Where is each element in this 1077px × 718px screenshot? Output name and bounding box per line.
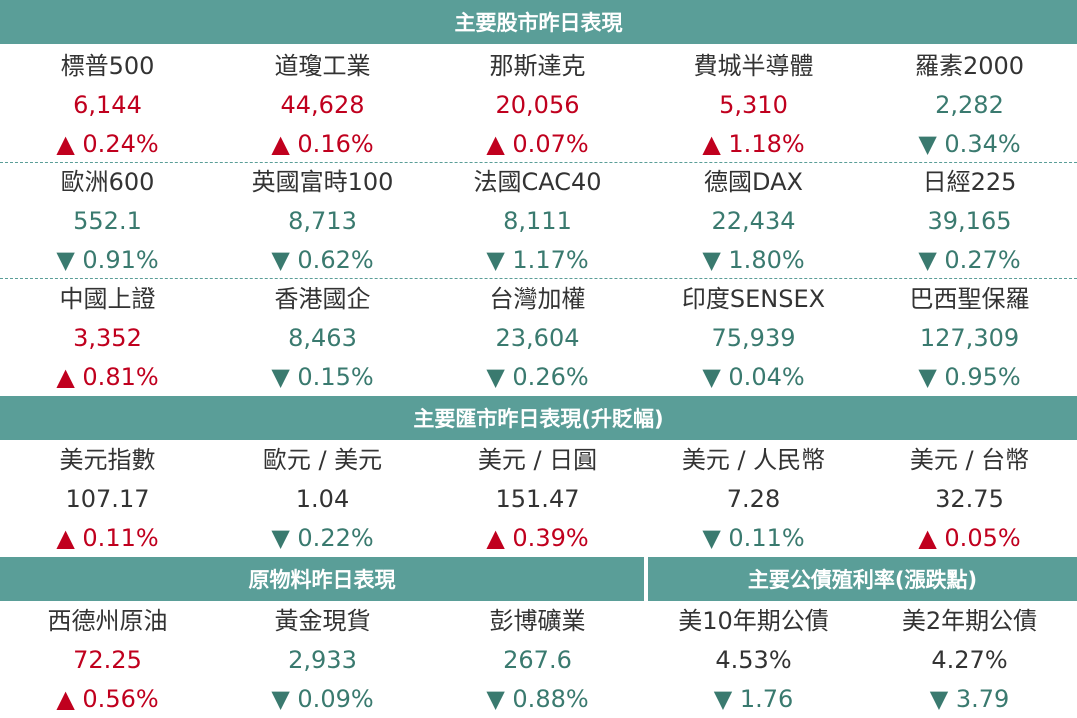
stock-value: 44,628 [280, 91, 365, 119]
fx-name: 美元 / 台幣 [909, 446, 1030, 474]
bond-value: 4.27% [931, 646, 1008, 674]
stock-name: 香港國企 [274, 285, 371, 313]
commodity-change: ▲ 0.56% [56, 685, 159, 713]
commodity-change: ▼ 0.88% [486, 685, 589, 713]
bonds-header-title: 主要公債殖利率(漲跌點) [747, 568, 978, 592]
stocks-header: 主要股市昨日表現 [0, 0, 1077, 44]
row-divider [0, 162, 1077, 163]
stock-name: 費城半導體 [693, 52, 814, 80]
stocks-header-title: 主要股市昨日表現 [454, 11, 623, 35]
bond-name: 美2年期公債 [901, 607, 1038, 635]
bond-name: 美10年期公債 [678, 607, 829, 635]
stock-name: 道瓊工業 [274, 52, 371, 80]
stock-value: 6,144 [73, 91, 142, 119]
bond-value: 4.53% [715, 646, 792, 674]
commodity-value: 2,933 [288, 646, 357, 674]
fx-header-title: 主要匯市昨日表現(升貶幅) [413, 407, 664, 431]
stock-change: ▲ 0.07% [486, 130, 589, 158]
bond-change: ▼ 1.76 [713, 685, 794, 713]
bond-change: ▼ 3.79 [929, 685, 1010, 713]
fx-name: 美元 / 日圓 [477, 446, 598, 474]
stock-name: 那斯達克 [489, 52, 586, 80]
stock-change: ▼ 0.62% [271, 246, 374, 274]
stock-value: 3,352 [73, 324, 142, 352]
commodities-header-title: 原物料昨日表現 [248, 568, 396, 592]
fx-change: ▼ 0.22% [271, 524, 374, 552]
stock-change: ▲ 0.16% [271, 130, 374, 158]
commodity-change: ▼ 0.09% [271, 685, 374, 713]
commodity-name: 西德州原油 [47, 607, 168, 635]
fx-header: 主要匯市昨日表現(升貶幅) [0, 396, 1077, 440]
commodity-value: 72.25 [73, 646, 142, 674]
stock-name: 日經225 [922, 168, 1017, 196]
stock-name: 德國DAX [704, 168, 803, 196]
stock-value: 22,434 [711, 207, 796, 235]
commodities-header: 原物料昨日表現 [0, 557, 644, 601]
stock-value: 23,604 [495, 324, 580, 352]
fx-name: 歐元 / 美元 [262, 446, 383, 474]
stock-change: ▼ 0.27% [918, 246, 1021, 274]
stock-value: 127,309 [919, 324, 1020, 352]
stock-value: 8,463 [288, 324, 357, 352]
fx-change: ▲ 0.39% [486, 524, 589, 552]
stock-change: ▼ 1.17% [486, 246, 589, 274]
stock-name: 印度SENSEX [681, 285, 826, 313]
stock-change: ▼ 0.04% [702, 363, 805, 391]
stock-change: ▼ 0.91% [56, 246, 159, 274]
fx-value: 1.04 [295, 485, 350, 513]
row-divider [0, 278, 1077, 279]
stock-value: 2,282 [935, 91, 1004, 119]
stock-value: 75,939 [711, 324, 796, 352]
fx-change: ▼ 0.11% [702, 524, 805, 552]
stock-change: ▲ 0.24% [56, 130, 159, 158]
stock-name: 標普500 [60, 52, 155, 80]
stock-change: ▲ 1.18% [702, 130, 805, 158]
stock-value: 8,713 [288, 207, 357, 235]
commodity-value: 267.6 [503, 646, 572, 674]
stock-value: 5,310 [719, 91, 788, 119]
fx-name: 美元指數 [59, 446, 156, 474]
fx-value: 151.47 [495, 485, 580, 513]
fx-value: 107.17 [65, 485, 150, 513]
bonds-header: 主要公債殖利率(漲跌點) [648, 557, 1077, 601]
stock-value: 8,111 [503, 207, 572, 235]
fx-name: 美元 / 人民幣 [681, 446, 826, 474]
fx-value: 32.75 [935, 485, 1004, 513]
stock-name: 巴西聖保羅 [909, 285, 1030, 313]
stock-name: 歐洲600 [60, 168, 155, 196]
stock-value: 39,165 [927, 207, 1012, 235]
stock-change: ▼ 0.15% [271, 363, 374, 391]
stock-name: 法國CAC40 [473, 168, 602, 196]
stock-change: ▼ 0.26% [486, 363, 589, 391]
stock-value: 20,056 [495, 91, 580, 119]
stock-change: ▼ 0.34% [918, 130, 1021, 158]
commodity-name: 彭博礦業 [489, 607, 586, 635]
stock-value: 552.1 [73, 207, 142, 235]
commodity-name: 黃金現貨 [274, 607, 371, 635]
fx-change: ▲ 0.05% [918, 524, 1021, 552]
stock-name: 羅素2000 [914, 52, 1025, 80]
fx-change: ▲ 0.11% [56, 524, 159, 552]
stock-change: ▼ 0.95% [918, 363, 1021, 391]
stock-change: ▼ 1.80% [702, 246, 805, 274]
stock-name: 台灣加權 [489, 285, 586, 313]
stock-name: 英國富時100 [251, 168, 394, 196]
stock-name: 中國上證 [59, 285, 156, 313]
fx-value: 7.28 [726, 485, 781, 513]
stock-change: ▲ 0.81% [56, 363, 159, 391]
